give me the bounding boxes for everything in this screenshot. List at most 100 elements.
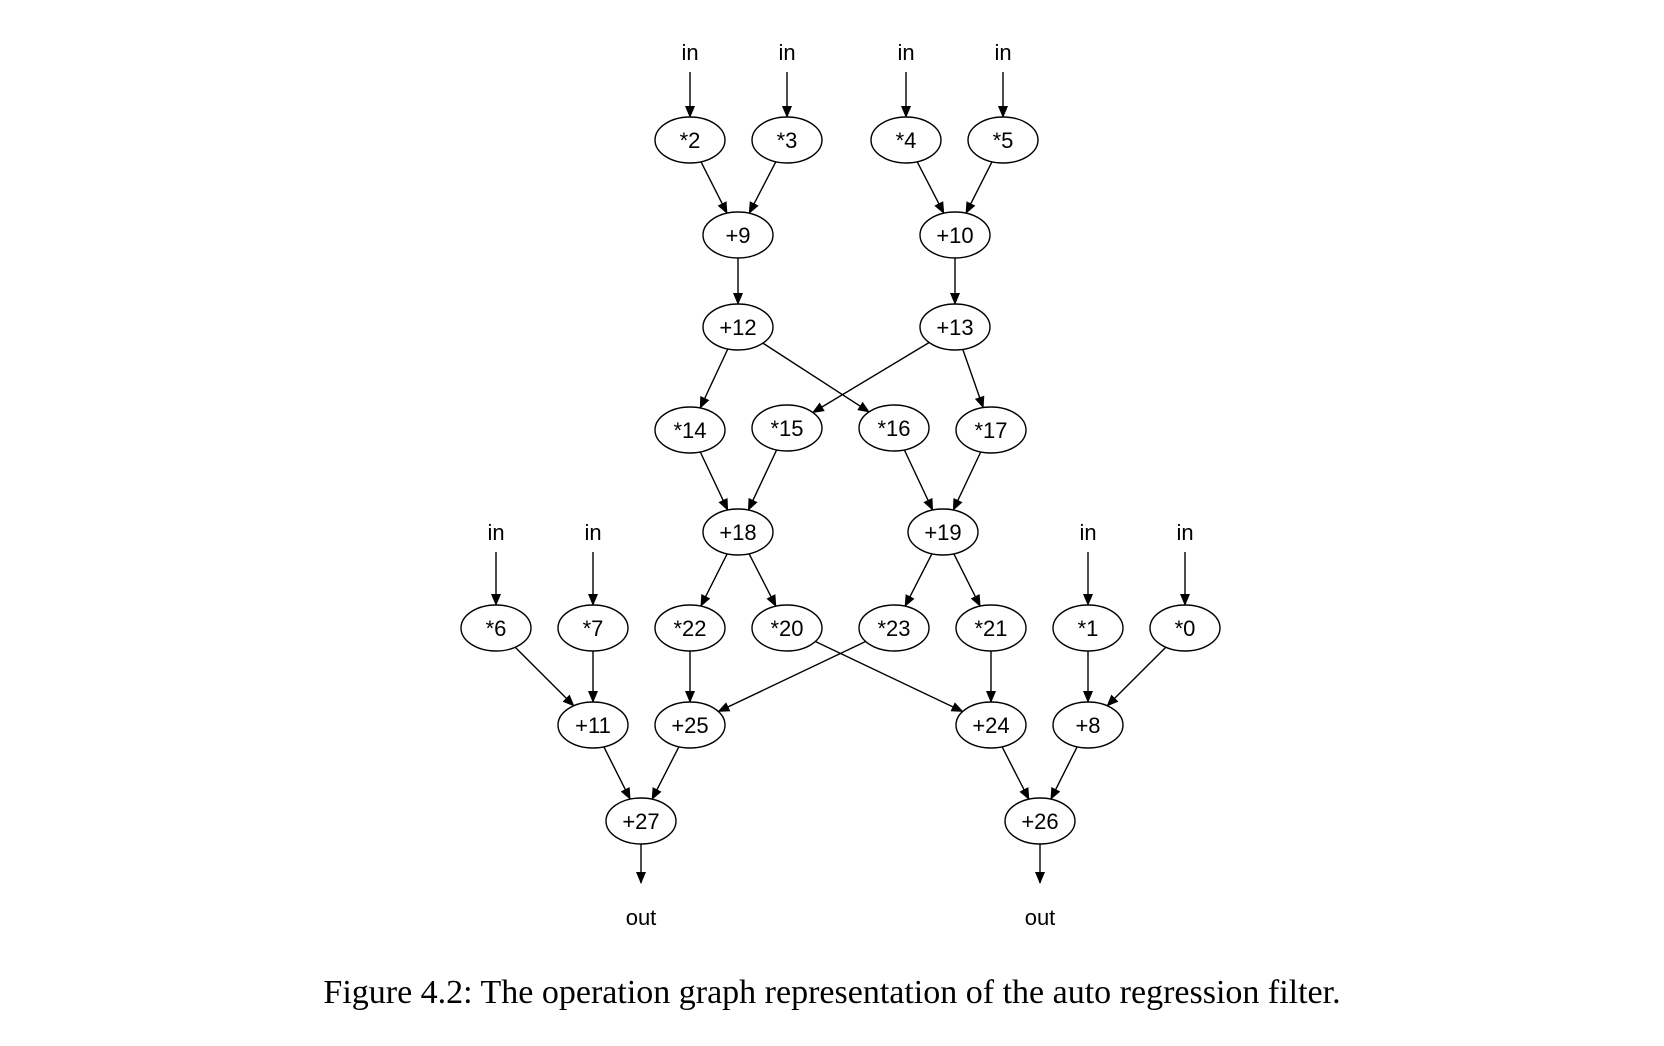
node-n10: +10	[919, 211, 991, 259]
edge-n15-to-n18	[747, 449, 778, 511]
node-ellipse	[460, 604, 532, 652]
node-n23: *23	[858, 604, 930, 652]
edge-n5-to-n10	[965, 161, 993, 215]
node-n19: +19	[907, 508, 979, 556]
node-label: +27	[622, 809, 659, 834]
node-ellipse	[955, 604, 1027, 652]
terminal-in2: in	[681, 40, 698, 65]
node-n13: +13	[919, 303, 991, 351]
node-label: *2	[680, 128, 701, 153]
nodes: *2 *3 *4 *5 +9 +10 +12 +13 *14 *15 *16 *17 +18 +19 *6 *…	[460, 116, 1221, 845]
node-label: +10	[936, 223, 973, 248]
node-n5: *5	[967, 116, 1039, 164]
node-ellipse	[654, 406, 726, 454]
node-ellipse	[654, 604, 726, 652]
edge-n20-to-n24	[815, 640, 964, 713]
node-ellipse	[1052, 701, 1124, 749]
node-label: *22	[673, 616, 706, 641]
node-label: +12	[719, 315, 756, 340]
node-n9: +9	[702, 211, 774, 259]
node-ellipse	[870, 116, 942, 164]
node-n26: +26	[1004, 797, 1076, 845]
node-ellipse	[919, 303, 991, 351]
edge-n18-to-n22	[700, 553, 728, 607]
node-n16: *16	[858, 404, 930, 452]
edge-n8-to-n26	[1050, 746, 1078, 800]
node-n22: *22	[654, 604, 726, 652]
node-ellipse	[702, 508, 774, 556]
terminal-out27: out	[626, 905, 657, 930]
terminal-out26: out	[1025, 905, 1056, 930]
node-label: *16	[877, 416, 910, 441]
node-ellipse	[654, 116, 726, 164]
edge-n3-to-n9	[748, 161, 777, 215]
node-n4: *4	[870, 116, 942, 164]
node-ellipse	[605, 797, 677, 845]
node-ellipse	[1004, 797, 1076, 845]
node-n24: +24	[955, 701, 1027, 749]
edge-n12-to-n16	[762, 342, 870, 413]
node-label: +18	[719, 520, 756, 545]
node-ellipse	[1149, 604, 1221, 652]
edge-n11-to-n27	[603, 746, 631, 800]
edge-n4-to-n10	[916, 161, 945, 215]
edges	[491, 72, 1190, 884]
node-n20: *20	[751, 604, 823, 652]
edge-n13-to-n15	[811, 341, 930, 414]
node-n7: *7	[557, 604, 629, 652]
edge-n24-to-n26	[1001, 746, 1030, 801]
node-n0: *0	[1149, 604, 1221, 652]
node-ellipse	[751, 604, 823, 652]
node-label: *20	[770, 616, 803, 641]
node-label: *15	[770, 416, 803, 441]
edge-n25-to-n27	[651, 746, 680, 801]
edge-n23-to-n25	[717, 640, 866, 713]
node-n15: *15	[751, 404, 823, 452]
node-ellipse	[751, 116, 823, 164]
node-n8: +8	[1052, 701, 1124, 749]
node-ellipse	[967, 116, 1039, 164]
node-label: +25	[671, 713, 708, 738]
node-label: +24	[972, 713, 1009, 738]
node-label: +11	[575, 713, 611, 738]
node-label: *14	[673, 418, 706, 443]
edge-n19-to-n23	[904, 553, 933, 608]
edge-n16-to-n19	[903, 449, 934, 511]
node-label: +9	[725, 223, 750, 248]
edge-n19-to-n21	[953, 553, 981, 607]
edge-n17-to-n19	[952, 451, 982, 511]
node-n21: *21	[955, 604, 1027, 652]
terminal-in4: in	[897, 40, 914, 65]
edge-n0-to-n8	[1106, 646, 1167, 707]
terminal-in7: in	[584, 520, 601, 545]
node-label: *0	[1175, 616, 1196, 641]
node-label: *1	[1078, 616, 1099, 641]
node-n2: *2	[654, 116, 726, 164]
node-label: +8	[1075, 713, 1100, 738]
terminal-in0: in	[1176, 520, 1193, 545]
node-label: *3	[777, 128, 798, 153]
edge-n13-to-n17	[962, 349, 985, 409]
terminal-in6: in	[487, 520, 504, 545]
node-n27: +27	[605, 797, 677, 845]
node-label: *7	[583, 616, 604, 641]
node-n18: +18	[702, 508, 774, 556]
terminal-in3: in	[778, 40, 795, 65]
node-label: +26	[1021, 809, 1058, 834]
node-ellipse	[858, 404, 930, 452]
terminal-in1: in	[1079, 520, 1096, 545]
node-label: *17	[974, 418, 1007, 443]
edge-n2-to-n9	[700, 161, 728, 215]
edge-n18-to-n20	[748, 553, 777, 608]
node-ellipse	[955, 701, 1027, 749]
node-ellipse	[1052, 604, 1124, 652]
edge-n12-to-n14	[699, 348, 729, 409]
node-ellipse	[919, 211, 991, 259]
terminals: in in in in in in in in out out	[487, 40, 1193, 930]
node-ellipse	[702, 211, 774, 259]
node-label: *21	[974, 616, 1007, 641]
node-ellipse	[654, 701, 726, 749]
node-n17: *17	[955, 406, 1027, 454]
node-ellipse	[557, 701, 629, 749]
